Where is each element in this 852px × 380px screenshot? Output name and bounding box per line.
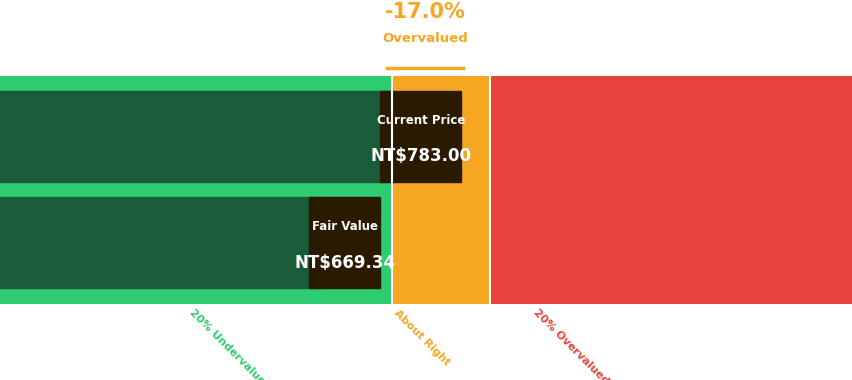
Text: Fair Value: Fair Value [312,220,377,233]
Text: -17.0%: -17.0% [384,2,465,22]
Text: 20% Overvalued: 20% Overvalued [532,308,610,380]
Text: About Right: About Right [392,308,452,367]
Text: NT$669.34: NT$669.34 [294,253,395,271]
Text: 20% Undervalued: 20% Undervalued [187,308,273,380]
Bar [392,76,490,304]
Text: Current Price: Current Price [376,114,464,127]
Bar [0,76,392,304]
Text: Overvalued: Overvalued [382,32,468,45]
Bar [0,91,392,182]
Bar [490,76,852,304]
Bar [380,91,461,182]
Text: NT$783.00: NT$783.00 [370,147,470,165]
Bar [0,197,320,288]
Bar [308,197,380,288]
